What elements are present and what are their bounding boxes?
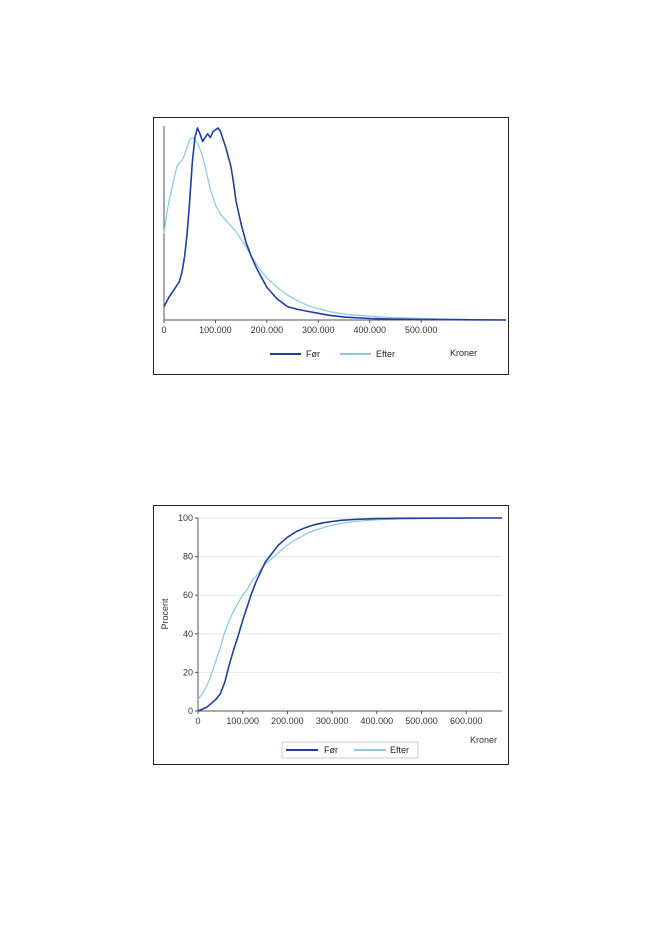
x-axis-ticks: 0 100.000 200.000 300.000 400.000 500.000 600.…: [195, 711, 483, 726]
x-tick-label: 600.000: [450, 716, 483, 726]
x-axis-label: Kroner: [470, 735, 497, 745]
x-tick-label: 0: [161, 325, 166, 335]
legend-label-efter: Efter: [376, 349, 395, 359]
series-lines: [197, 517, 503, 712]
x-axis-label: Kroner: [450, 348, 477, 358]
gridlines: [198, 517, 502, 673]
x-tick-label: 100.000: [199, 325, 232, 335]
series-line-efter: [197, 517, 503, 700]
legend: Før Efter: [270, 349, 395, 359]
x-tick-label: 300.000: [302, 325, 335, 335]
density-chart: 0 100.000 200.000 300.000 400.000 500.000 Før…: [153, 117, 509, 375]
legend-box: [281, 741, 419, 759]
y-tick-label: 60: [183, 590, 193, 600]
y-axis-ticks: 0 20 40 60 80 100: [178, 513, 198, 716]
y-tick-label: 40: [183, 629, 193, 639]
x-tick-label: 400.000: [361, 716, 394, 726]
y-axis-label: Procent: [160, 598, 170, 630]
x-tick-label: 200.000: [251, 325, 284, 335]
x-tick-label: 400.000: [353, 325, 386, 335]
cumulative-chart-svg: 0 20 40 60 80 100 0 100.000 200.000 300.000 400.0…: [160, 513, 503, 759]
legend-label-foer: Før: [306, 349, 320, 359]
x-axis-ticks: 0 100.000 200.000 300.000 400.000 500.000: [161, 320, 437, 335]
cumulative-chart: 0 20 40 60 80 100 0 100.000 200.000 300.000 400.0…: [153, 505, 509, 765]
y-tick-label: 100: [178, 513, 193, 523]
x-tick-label: 300.000: [316, 716, 349, 726]
series-line-efter: [163, 136, 507, 321]
x-tick-label: 500.000: [405, 325, 438, 335]
x-tick-label: 500.000: [405, 716, 438, 726]
series-line-foer: [197, 517, 502, 712]
x-tick-label: 0: [195, 716, 200, 726]
y-tick-label: 80: [183, 552, 193, 562]
legend-label-foer: Før: [324, 745, 338, 755]
x-tick-label: 100.000: [226, 716, 259, 726]
x-tick-label: 200.000: [271, 716, 304, 726]
density-chart-svg: 0 100.000 200.000 300.000 400.000 500.000 Før…: [161, 126, 507, 359]
series-lines: [163, 127, 507, 321]
legend-label-efter: Efter: [390, 745, 409, 755]
y-tick-label: 20: [183, 667, 193, 677]
y-tick-label: 0: [188, 706, 193, 716]
series-line-foer: [163, 127, 507, 321]
legend: Før Efter: [281, 741, 419, 759]
